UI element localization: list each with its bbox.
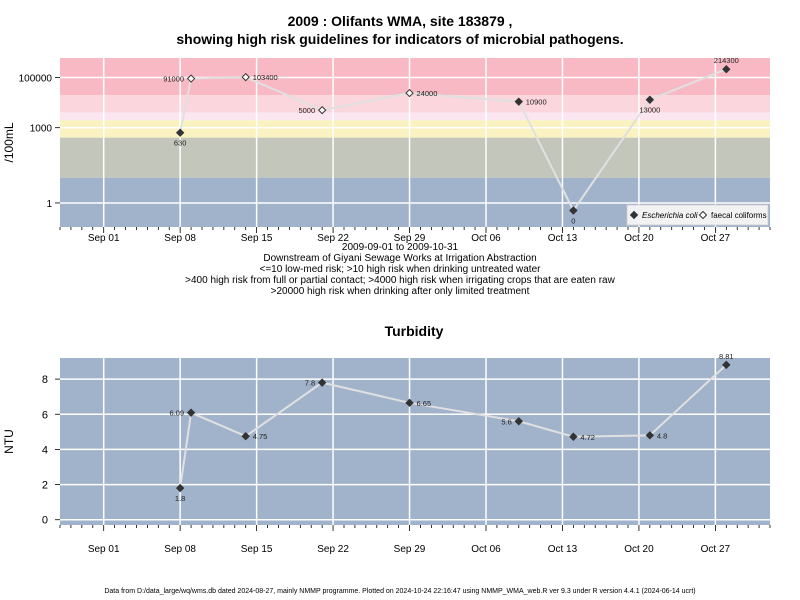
y-axis-label: /100mL <box>2 122 16 162</box>
turbidity-title: Turbidity <box>385 323 444 339</box>
x-tick-label: Sep 22 <box>317 233 349 244</box>
turbidity-point <box>569 432 578 441</box>
x-tick-label: Sep 01 <box>88 233 120 244</box>
risk-band <box>60 95 770 113</box>
legend-ecoli-marker <box>629 210 639 220</box>
subtitle-guideline-contact: >400 high risk from full or partial cont… <box>185 275 615 286</box>
faecal-coliform-data-label: 5000 <box>298 106 315 115</box>
x-tick-label: Oct 13 <box>548 233 578 244</box>
y-tick-label: 1 <box>46 199 52 210</box>
subtitle-date-range: 2009-09-01 to 2009-10-31 <box>341 242 459 253</box>
ecoli-point <box>645 95 655 104</box>
turbidity-data-label: 7.8 <box>305 379 315 388</box>
main-title-line-1: 2009 : Olifants WMA, site 183879 , <box>287 13 513 29</box>
turbidity-data-label: 5.6 <box>501 417 511 426</box>
legend-faecal-coliform-label: faecal coliforms <box>711 211 767 220</box>
ecoli-point <box>175 128 185 137</box>
legend-box <box>626 204 769 226</box>
faecal-coliform-point <box>186 74 196 83</box>
x-tick-label: Oct 20 <box>624 233 654 244</box>
x-tick-label: Sep 29 <box>394 233 426 244</box>
turbidity-data-label: 1.8 <box>175 494 185 503</box>
y-tick-label: 8 <box>42 374 48 386</box>
ecoli-data-label: 13000 <box>639 106 660 115</box>
subtitle-guideline-treatment: >20000 high risk when drinking after onl… <box>270 286 530 297</box>
faecal-coliform-point <box>241 72 250 82</box>
x-tick-label: Oct 27 <box>701 233 731 244</box>
x-tick-label: Sep 08 <box>164 544 196 555</box>
risk-band <box>60 137 770 178</box>
turbidity-data-label: 6.65 <box>417 399 432 408</box>
y-tick-label: 2 <box>42 480 48 492</box>
ecoli-point <box>514 97 523 106</box>
y-tick-label: 1000 <box>30 124 53 135</box>
y-axis-label: NTU <box>2 429 16 454</box>
ecoli-data-label: 214300 <box>714 56 739 65</box>
legend: Escherichia coli faecal coliforms <box>626 204 769 226</box>
subtitle-site-description: Downstream of Giyani Sewage Works at Irr… <box>263 253 537 264</box>
plot-background <box>60 358 770 525</box>
turbidity-point <box>317 378 327 387</box>
turbidity-point <box>645 431 655 440</box>
ecoli-point <box>722 65 731 74</box>
subtitle-guideline-drinking: <=10 low-med risk; >10 high risk when dr… <box>259 264 541 275</box>
ecoli-data-label: 630 <box>174 139 187 148</box>
risk-band <box>60 58 770 96</box>
turbidity-data-label: 4.8 <box>657 431 667 440</box>
x-tick-label: Oct 06 <box>471 544 501 555</box>
footer-note: Data from D:/data_large/wq/wms.db dated … <box>104 588 696 595</box>
x-tick-label: Oct 13 <box>548 544 578 555</box>
risk-band <box>60 120 770 138</box>
turbidity-point <box>405 398 414 408</box>
x-tick-label: Sep 15 <box>241 233 273 244</box>
turbidity-data-label: 4.75 <box>253 432 268 441</box>
legend-faecal-coliform-marker <box>698 210 708 220</box>
turbidity-data-label: 8.81 <box>719 352 734 361</box>
x-tick-label: Oct 06 <box>471 233 501 244</box>
ecoli-point <box>569 206 578 215</box>
faecal-coliform-data-label: 103400 <box>253 73 278 82</box>
turbidity-point <box>186 408 196 417</box>
faecal-coliform-point <box>405 88 414 98</box>
turbidity-data-label: 4.72 <box>580 433 595 442</box>
turbidity-point <box>722 360 731 370</box>
x-tick-label: Oct 27 <box>701 544 731 555</box>
y-tick-label: 100000 <box>19 74 53 85</box>
y-tick-label: 6 <box>42 409 48 421</box>
turbidity-chart: Turbidity 0 2 4 6 8 NTU 1.8 6.09 4.75 7.8 6.65 5.6 4.… <box>2 323 771 555</box>
x-tick-label: Sep 01 <box>88 544 120 555</box>
legend-ecoli-label: Escherichia coli <box>642 211 698 220</box>
x-tick-label: Sep 08 <box>164 233 196 244</box>
turbidity-point <box>175 483 185 493</box>
faecal-coliform-data-label: 24000 <box>417 89 438 98</box>
turbidity-point <box>241 432 250 441</box>
ecoli-data-label: 0 <box>571 217 575 226</box>
faecal-coliform-point <box>317 105 327 115</box>
y-tick-label: 4 <box>42 444 48 456</box>
risk-band <box>60 112 770 121</box>
x-tick-label: Sep 29 <box>394 544 426 555</box>
x-tick-label: Sep 22 <box>317 544 349 555</box>
microbial-chart: 1 1000 100000/100mL 630 10900 0 13000 214300 910… <box>2 56 771 244</box>
x-tick-label: Sep 15 <box>241 544 273 555</box>
ecoli-data-label: 10900 <box>526 98 547 107</box>
main-title-line-2: showing high risk guidelines for indicat… <box>176 31 624 47</box>
turbidity-data-label: 6.09 <box>169 409 184 418</box>
turbidity-point <box>514 417 523 426</box>
y-tick-label: 0 <box>42 515 48 527</box>
x-tick-label: Oct 20 <box>624 544 654 555</box>
faecal-coliform-data-label: 91000 <box>163 75 184 84</box>
